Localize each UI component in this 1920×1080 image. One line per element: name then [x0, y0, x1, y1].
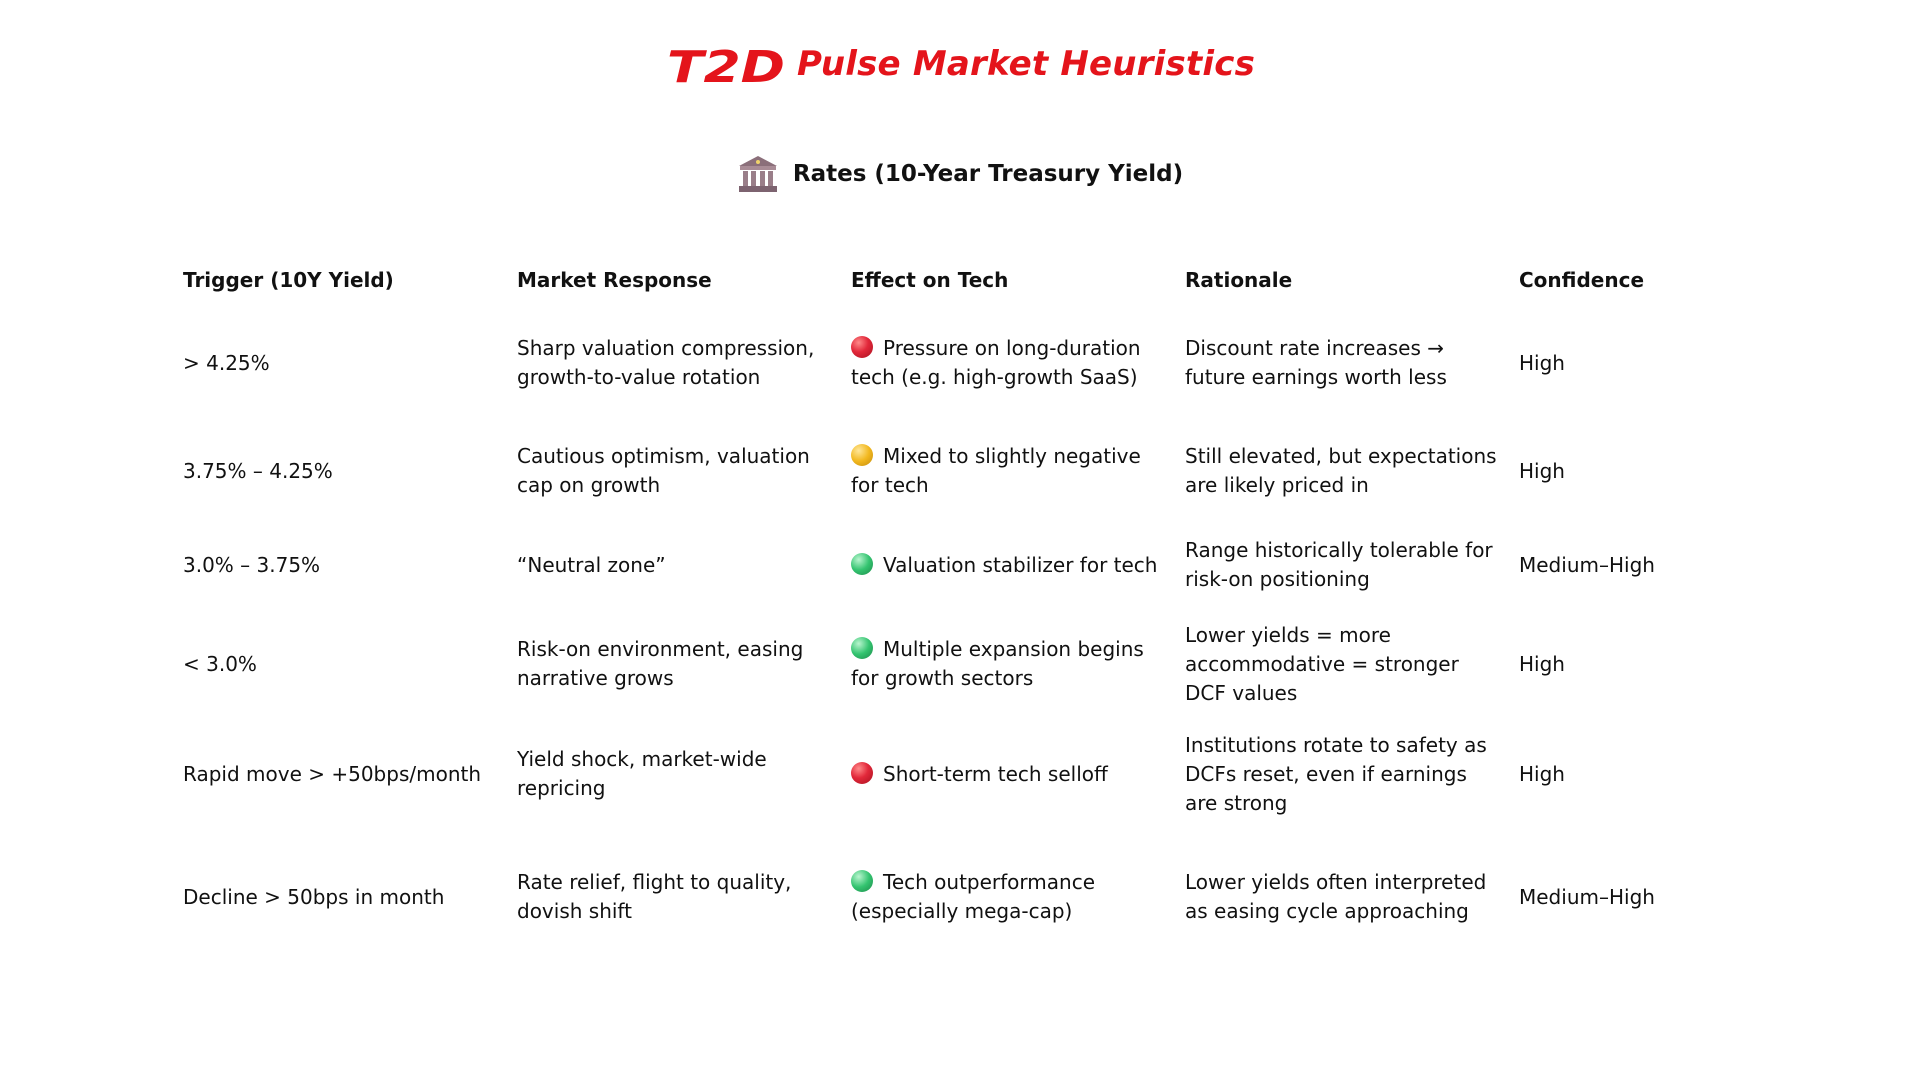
page-title: Pulse Market Heuristics	[796, 44, 1256, 84]
column-header-effect-on-tech: Effect on Tech	[851, 268, 1009, 292]
effect-text: Valuation stabilizer for tech	[883, 552, 1158, 577]
trigger-cell: Decline > 50bps in month	[183, 884, 445, 909]
svg-text:T2D: T2D	[667, 44, 785, 90]
column-header-trigger: Trigger (10Y Yield)	[183, 268, 394, 292]
page-header: T2D Pulse Market Heuristics	[0, 34, 1920, 94]
effect-text: Mixed to slightly negative for tech	[851, 444, 1141, 497]
green-circle-icon	[851, 552, 873, 575]
confidence-cell: High	[1519, 458, 1565, 483]
trigger-cell: 3.75% – 4.25%	[183, 458, 333, 483]
market-response-cell: “Neutral zone”	[517, 552, 666, 577]
yellow-circle-icon	[851, 444, 873, 466]
heuristics-table: Trigger (10Y Yield) Market Response Effe…	[183, 0, 1783, 1080]
red-circle-icon	[851, 761, 873, 784]
green-circle-icon	[851, 870, 873, 892]
green-circle-icon	[851, 637, 873, 659]
confidence-cell: Medium–High	[1519, 552, 1655, 577]
table-row: 3.0% – 3.75% “Neutral zone” Valuation st…	[183, 530, 1743, 600]
rationale-cell: Range historically tolerable for risk-on…	[1185, 538, 1493, 591]
confidence-cell: High	[1519, 761, 1565, 786]
effect-text: Short-term tech selloff	[883, 761, 1108, 786]
red-circle-icon	[851, 336, 873, 358]
rationale-cell: Lower yields = more accommodative = stro…	[1185, 622, 1459, 705]
confidence-cell: High	[1519, 651, 1565, 676]
rationale-cell: Institutions rotate to safety as DCFs re…	[1185, 732, 1487, 815]
market-response-cell: Cautious optimism, valuation cap on grow…	[517, 444, 810, 497]
trigger-cell: Rapid move > +50bps/month	[183, 761, 482, 786]
trigger-cell: < 3.0%	[183, 651, 257, 676]
confidence-cell: High	[1519, 350, 1565, 375]
effect-cell: Pressure on long-duration tech (e.g. hig…	[851, 334, 1171, 392]
effect-text: Tech outperformance (especially mega-cap…	[851, 870, 1095, 923]
rationale-cell: Lower yields often interpreted as easing…	[1185, 870, 1487, 923]
confidence-cell: Medium–High	[1519, 884, 1655, 909]
effect-cell: Multiple expansion begins for growth sec…	[851, 635, 1171, 693]
section-title: Rates (10-Year Treasury Yield)	[792, 161, 1184, 187]
table-row: < 3.0% Risk-on environment, easing narra…	[183, 616, 1743, 712]
market-response-cell: Yield shock, market-wide repricing	[517, 747, 767, 800]
effect-text: Pressure on long-duration tech (e.g. hig…	[851, 336, 1141, 389]
market-response-cell: Risk-on environment, easing narrative gr…	[517, 637, 804, 690]
table-row: Decline > 50bps in month Rate relief, fl…	[183, 862, 1743, 932]
table-row: > 4.25% Sharp valuation compression, gro…	[183, 328, 1743, 398]
column-header-market-response: Market Response	[517, 268, 712, 292]
market-response-cell: Sharp valuation compression, growth-to-v…	[517, 336, 815, 389]
effect-text: Multiple expansion begins for growth sec…	[851, 637, 1144, 690]
table-row: Rapid move > +50bps/month Yield shock, m…	[183, 726, 1743, 822]
trigger-cell: > 4.25%	[183, 350, 270, 375]
table-row: 3.75% – 4.25% Cautious optimism, valuati…	[183, 436, 1743, 506]
rationale-cell: Still elevated, but expectations are lik…	[1185, 444, 1497, 497]
effect-cell: Valuation stabilizer for tech	[851, 551, 1157, 580]
effect-cell: Mixed to slightly negative for tech	[851, 442, 1171, 500]
effect-cell: Short-term tech selloff	[851, 760, 1108, 789]
bank-icon	[738, 156, 777, 192]
column-header-rationale: Rationale	[1185, 268, 1293, 292]
column-header-confidence: Confidence	[1519, 268, 1645, 292]
effect-cell: Tech outperformance (especially mega-cap…	[851, 868, 1171, 926]
market-response-cell: Rate relief, flight to quality, dovish s…	[517, 870, 792, 923]
trigger-cell: 3.0% – 3.75%	[183, 552, 321, 577]
rationale-cell: Discount rate increases → future earning…	[1185, 336, 1447, 389]
t2d-logo: T2D	[667, 44, 785, 90]
section-heading: Rates (10-Year Treasury Yield)	[0, 152, 1920, 196]
